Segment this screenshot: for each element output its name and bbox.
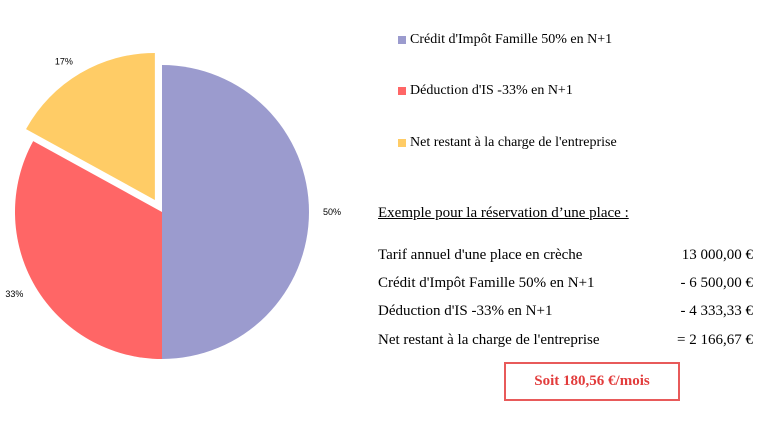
legend-label-net-restant: Net restant à la charge de l'entreprise — [410, 135, 617, 150]
legend-swatch-credit-impot — [398, 36, 406, 44]
pie-label-deduction-is: 33% — [5, 289, 23, 299]
example-row-value: - 6 500,00 € — [680, 275, 754, 291]
example-title: Exemple pour la réservation d’une place … — [378, 205, 629, 221]
legend-item-net-restant: Net restant à la charge de l'entreprise — [398, 135, 617, 151]
monthly-total-box: Soit 180,56 €/mois — [504, 362, 680, 401]
legend-label-deduction-is: Déduction d'IS -33% en N+1 — [410, 83, 573, 98]
example-row-label: Net restant à la charge de l'entreprise — [378, 332, 600, 348]
legend-swatch-deduction-is — [398, 87, 406, 95]
example-row-value: = 2 166,67 € — [677, 332, 753, 348]
example-row-label: Crédit d'Impôt Famille 50% en N+1 — [378, 275, 595, 291]
legend-item-credit-impot: Crédit d'Impôt Famille 50% en N+1 — [398, 32, 612, 48]
example-row-value: - 4 333,33 € — [680, 303, 754, 319]
pie-label-credit-impot: 50% — [323, 207, 341, 217]
legend-label-credit-impot: Crédit d'Impôt Famille 50% en N+1 — [410, 32, 613, 47]
example-row-label: Tarif annuel d'une place en crèche — [378, 247, 583, 263]
pie-slice-net-restant — [26, 52, 155, 200]
example-row-label: Déduction d'IS -33% en N+1 — [378, 303, 553, 319]
legend-item-deduction-is: Déduction d'IS -33% en N+1 — [398, 83, 573, 99]
example-row-value: 13 000,00 € — [681, 247, 753, 263]
pie-label-net-restant: 17% — [55, 56, 73, 66]
legend-swatch-net-restant — [398, 139, 406, 147]
pie-chart: 50% 33% 17% — [5, 52, 341, 359]
pie-slice-credit-impot — [162, 65, 309, 359]
pie-slice-deduction-is — [15, 141, 163, 359]
